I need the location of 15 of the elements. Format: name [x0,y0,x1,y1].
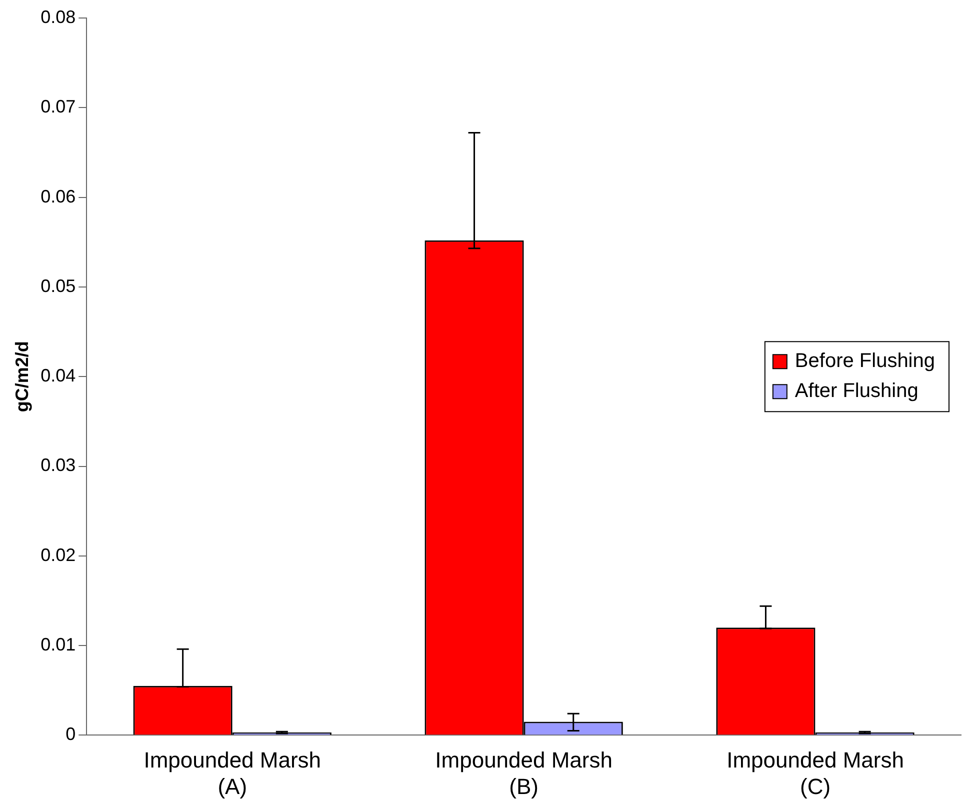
y-axis-title: gC/m2/d [12,341,32,412]
x-tick-label: Impounded Marsh (A) [144,747,322,799]
x-tick-label: Impounded Marsh (C) [726,747,904,799]
x-tick-label: Impounded Marsh (B) [435,747,612,799]
y-tick-label: 0.05 [40,276,76,296]
legend-label: Before Flushing [794,350,935,372]
y-tick-label: 0.01 [40,634,76,655]
y-tick-label: 0 [66,724,76,744]
y-tick-label: 0.07 [40,96,76,117]
y-tick-label: 0.08 [40,6,76,27]
y-tick-label: 0.04 [40,366,76,386]
y-tick-label: 0.02 [40,544,76,565]
y-tick-label: 0.06 [40,186,76,206]
legend-label: After Flushing [794,380,918,402]
y-tick-label: 0.03 [40,455,76,476]
